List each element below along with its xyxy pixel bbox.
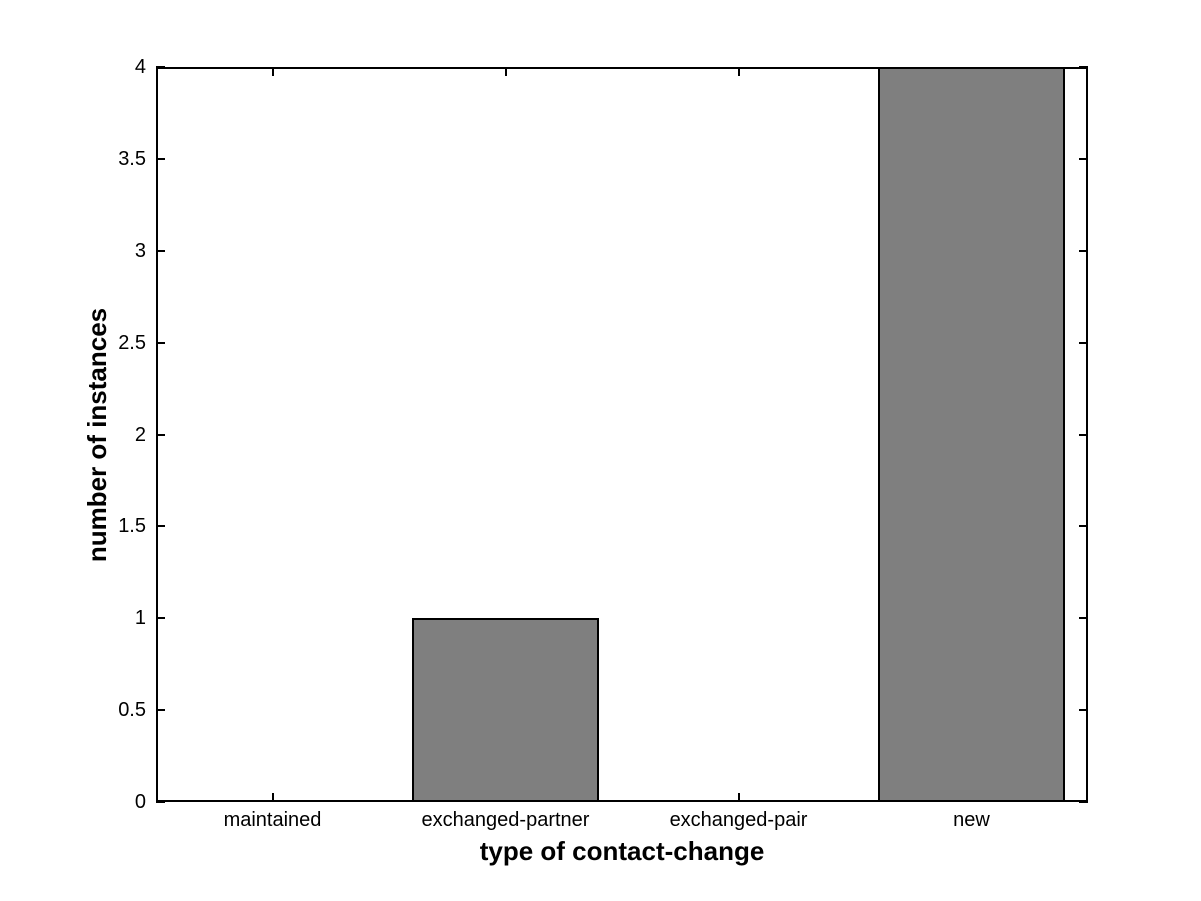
x-tick-bottom [271, 793, 274, 802]
x-tick-bottom [737, 793, 740, 802]
y-tick-right [1079, 157, 1088, 160]
y-tick-left [156, 617, 165, 620]
y-tick-left [156, 709, 165, 712]
y-tick-label: 0 [134, 791, 146, 813]
y-tick-left [156, 801, 165, 803]
y-tick-label: 2.5 [118, 331, 146, 354]
y-tick-right [1079, 66, 1088, 68]
y-tick-label: 3.5 [118, 147, 146, 170]
y-tick-label: 1.5 [118, 515, 146, 538]
y-tick-right [1079, 709, 1088, 712]
x-tick-top [271, 67, 274, 76]
y-tick-left [156, 249, 165, 252]
x-tick-top [737, 67, 740, 76]
y-tick-left [156, 525, 165, 528]
y-tick-right [1079, 433, 1088, 436]
y-tick-left [156, 157, 165, 160]
x-tick-label: exchanged-partner [421, 809, 590, 831]
x-tick-label: new [953, 809, 990, 831]
y-tick-label: 2 [134, 423, 146, 446]
y-tick-left [156, 341, 165, 344]
plot-area [156, 66, 1088, 803]
x-tick-label: maintained [223, 809, 322, 831]
x-tick-top [504, 67, 507, 76]
y-tick-right [1079, 617, 1088, 620]
y-tick-left [156, 66, 165, 68]
y-tick-right [1079, 249, 1088, 252]
y-tick-label: 3 [134, 239, 146, 262]
y-tick-left [156, 433, 165, 436]
y-tick-right [1079, 801, 1088, 803]
x-axis-label: type of contact-change [479, 836, 765, 866]
y-tick-right [1079, 341, 1088, 344]
y-tick-label: 0.5 [118, 699, 146, 722]
y-tick-label: 1 [134, 607, 146, 630]
bar-exchanged-partner [412, 618, 599, 802]
y-tick-label: 4 [134, 56, 146, 78]
x-tick-label: exchanged-pair [669, 809, 808, 831]
y-tick-right [1079, 525, 1088, 528]
bar-new [878, 67, 1065, 802]
